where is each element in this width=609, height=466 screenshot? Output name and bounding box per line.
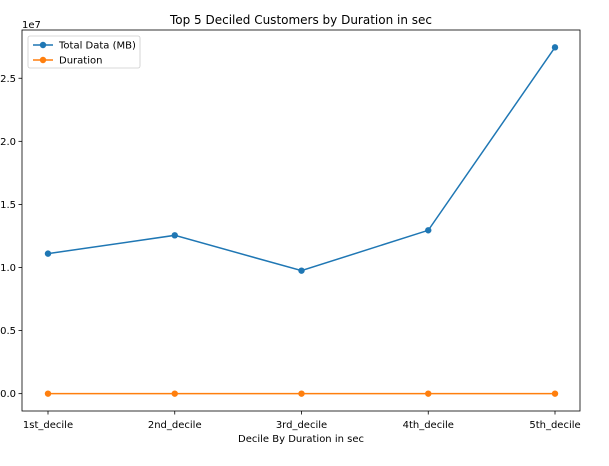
x-tick-label: 2nd_decile [148,420,202,431]
x-axis-label: Decile By Duration in sec [238,434,364,445]
x-tick-label: 5th_decile [529,420,580,431]
y-tick-label: 2.0 [0,137,16,148]
y-tick-label: 0.5 [0,326,16,337]
series-0-point [551,44,559,51]
y-tick-label: 1.5 [0,200,16,211]
chart-title: Top 5 Deciled Customers by Duration in s… [169,13,432,27]
x-tick-label: 1st_decile [23,420,73,431]
y-tick-label: 2.5 [0,74,16,85]
x-tick-label: 4th_decile [403,420,454,431]
series-0-point [44,250,52,257]
axes-frame [21,29,581,412]
legend-label: Total Data (MB) [58,41,136,52]
x-tick-label: 3rd_decile [276,420,327,431]
legend-swatch-marker [39,41,47,49]
legend: Total Data (MB) Duration [27,35,141,69]
plot-area: 0.0 0.5 1.0 1.5 2.0 2.5 1st_decile 2nd_decile 3r… [0,29,581,431]
legend-box [27,35,141,69]
series-1-point [171,390,178,397]
series-1-point [44,390,52,397]
series-1-point [298,390,305,397]
series-0-point [425,227,432,234]
series-1-point [425,390,432,397]
series-0-point [171,232,178,239]
series-1-point [551,390,559,397]
y-tick-label: 1.0 [0,263,16,274]
y-offset-label: 1e7 [22,20,41,31]
legend-label: Duration [59,56,102,67]
series-0-point [298,267,305,274]
legend-swatch-marker [39,56,47,64]
y-tick-label: 0.0 [0,389,16,400]
